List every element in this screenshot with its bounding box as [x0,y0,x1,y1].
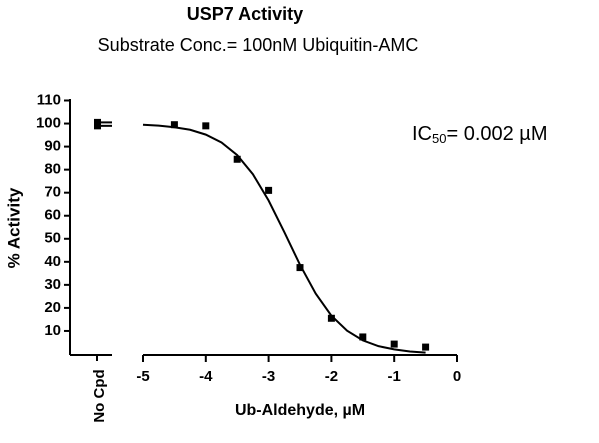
chart-subtitle: Substrate Conc.= 100nM Ubiquitin-AMC [98,35,419,55]
annotation: IC50= 0.002 µM [412,123,548,146]
control-point [94,122,101,130]
control-label: No Cpd [91,369,108,422]
y-tick-label: 110 [37,91,61,108]
y-tick-label: 80 [44,161,61,178]
x-tick-label: -3 [262,368,275,385]
data-point [170,121,178,129]
x-tick-label: -2 [325,368,338,385]
chart-title: USP7 Activity [187,4,303,24]
data-point [296,264,304,272]
x-tick-label: -5 [136,368,149,385]
y-tick-label: 50 [44,230,61,247]
y-tick-label: 90 [44,138,61,155]
y-axis-label: % Activity [4,187,23,268]
y-tick-label: 100 [36,115,61,132]
fit-curve [142,123,426,354]
x-axis-label: Ub-Aldehyde, µM [235,402,365,419]
x-tick-label: 0 [453,368,461,385]
y-tick-label: 10 [44,322,61,339]
y-tick-label: 60 [44,207,61,224]
x-tick-label: -1 [388,368,401,385]
x-tick-label: -4 [199,368,213,385]
data-point [390,340,398,348]
y-tick-label: 20 [44,299,61,316]
data-point [233,155,241,163]
annotation-sub: 50 [432,131,446,146]
y-tick-label: 40 [44,253,61,270]
data-point [265,186,273,194]
data-point [359,333,367,341]
data-point [202,122,210,130]
y-tick-label: 70 [44,184,61,201]
data-point [422,343,430,351]
data-point [327,314,335,322]
annotation-rest: = 0.002 µM [446,123,547,145]
y-tick-label: 30 [44,276,61,293]
annotation-text: IC [412,123,432,145]
